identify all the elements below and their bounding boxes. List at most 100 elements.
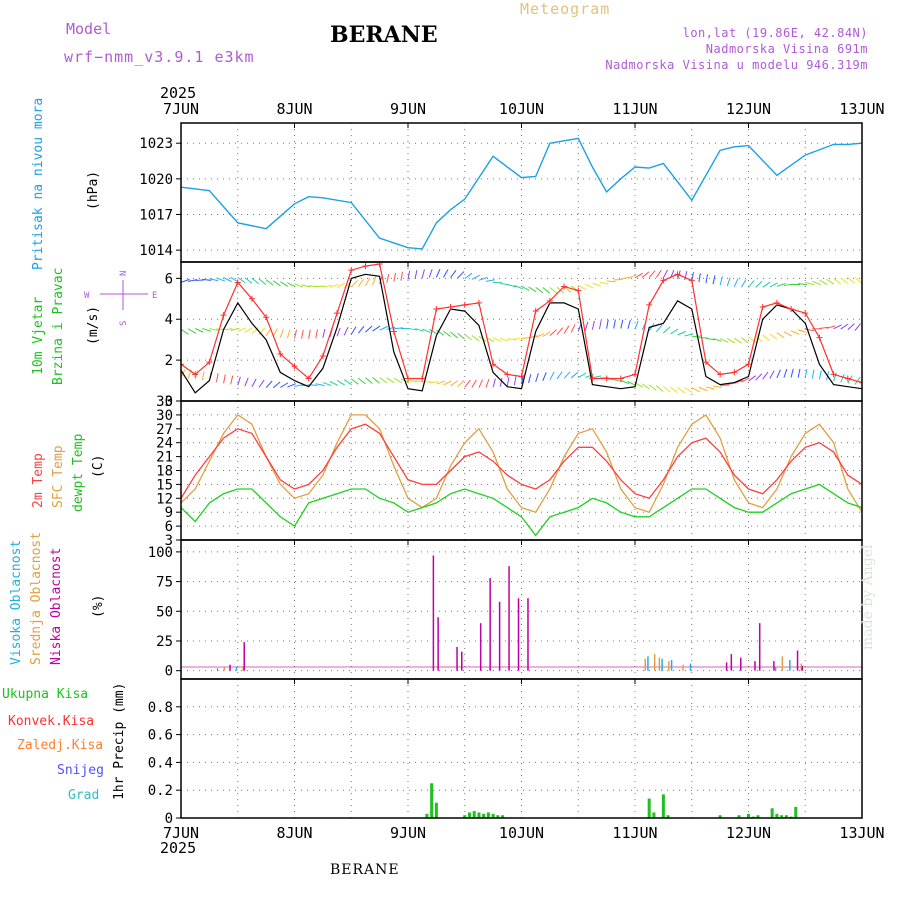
y-tick-label: 1020 [139,172,173,188]
y-tick-label: 6 [165,271,173,287]
bar [242,665,244,671]
wind-direction-arrow [251,378,257,388]
wind-direction-arrow [386,273,390,283]
wind-direction-arrow [279,328,284,338]
wind-direction-arrow [634,272,644,279]
bottom-tick-label: 13JUN [839,824,884,842]
wind-direction-arrow [343,326,349,336]
wind-direction-arrow [705,274,709,284]
wind-direction-arrow [443,269,449,278]
bar [784,815,788,818]
gust-marker [603,375,610,382]
wind-direction-arrow [350,378,359,385]
wind-direction-key: N W E S [84,271,157,326]
wind-direction-arrow [414,269,418,279]
wind-direction-arrow [421,328,431,333]
y-tick-label: 0 [165,394,173,410]
key-north: N [119,271,129,276]
wind-direction-arrow [478,276,488,281]
wind-direction-arrow [740,279,747,288]
total-precip-legend: Ukupna Kisa [2,687,88,702]
key-west: W [84,291,90,301]
gust-marker [433,306,440,313]
gust-marker [745,361,752,368]
wind-direction-arrow [805,328,815,332]
wind-direction-arrow [705,386,715,390]
wind-direction-arrow [287,282,296,288]
wind-direction-arrow [386,377,395,384]
top-tick-label: 10JUN [499,100,544,118]
y-tick-label: 2 [165,353,173,369]
model-label: Model [66,20,112,38]
wind-direction-arrow [393,327,403,330]
bar [682,664,684,671]
gust-marker [518,373,525,380]
wind-direction-arrow [726,338,736,344]
wind-direction-arrow [762,371,769,380]
bar [517,598,520,671]
top-tick-label: 7JUN [163,100,199,118]
wind-direction-arrow [762,281,771,288]
pressure-title-label: Pritisak na nivou mora [31,98,46,270]
bar [780,815,784,818]
wind-direction-arrow [840,277,849,284]
wind-direction-arrow [365,377,373,384]
bar [666,815,670,818]
y-tick-label: 0 [165,664,173,680]
wind-direction-arrow [500,337,509,342]
wind-direction-arrow [755,335,763,343]
bar [756,815,760,818]
bottom-tick-label: 9JUN [390,824,426,842]
bar [661,658,663,671]
wind-direction-arrow [648,270,656,278]
y-tick-label: 1014 [139,243,173,259]
wind-direction-arrow [272,280,281,287]
wind-direction-arrow [698,386,708,392]
wind-direction-arrow [485,279,495,282]
wind-direction-arrow [585,283,594,289]
wind-direction-arrow [655,324,663,333]
wind-direction-arrow [443,380,452,386]
wind-direction-arrow [641,383,650,390]
model-altitude-label: Nadmorska Visina u modelu 946.319m [605,58,868,72]
y-tick-label: 100 [148,545,173,561]
wind-direction-arrow [464,333,473,341]
y-tick-label: 25 [156,634,173,650]
y-tick-label: 15 [156,477,173,493]
wind-direction-arrow [280,281,289,287]
temp2m-title-label: 2m Temp [31,453,46,508]
wind-direction-arrow [379,377,388,384]
gust-marker [717,371,724,378]
wind-direction-arrow [655,269,662,278]
wind-direction-arrow [606,319,609,329]
product-title: Meteogram [520,0,611,18]
y-tick-label: 27 [156,422,173,438]
wind-direction-arrow [357,278,365,287]
wind-direction-arrow [755,373,763,381]
wind-direction-arrow [336,327,341,337]
wind-direction-arrow [783,331,793,337]
gust-marker [362,263,369,270]
wind-direction-arrow [861,277,862,279]
wind-direction-arrow [677,330,686,336]
gust-marker [248,295,255,302]
wind-direction-arrow [181,278,190,283]
gust-marker [405,375,411,382]
wind-direction-arrow [591,320,595,330]
wind-direction-arrow [798,329,807,333]
wind-direction-arrow [641,271,650,278]
pressure-line [181,137,862,250]
station-title: BERANE [330,22,438,48]
gust-marker [688,277,695,284]
graupel-legend: Grad [68,788,99,803]
top-year-label: 2025 [160,84,196,102]
gust-marker [830,371,837,378]
bar [770,808,774,818]
y-tick-label: 3 [165,533,173,549]
wind-direction-arrow [577,284,587,291]
wind-direction-arrow [287,383,296,388]
wind-direction-arrow [251,277,260,285]
wind-direction-arrow [833,278,842,285]
wind-direction-arrow [797,368,801,378]
wind-panel: 0 2 4 6 [165,261,863,410]
